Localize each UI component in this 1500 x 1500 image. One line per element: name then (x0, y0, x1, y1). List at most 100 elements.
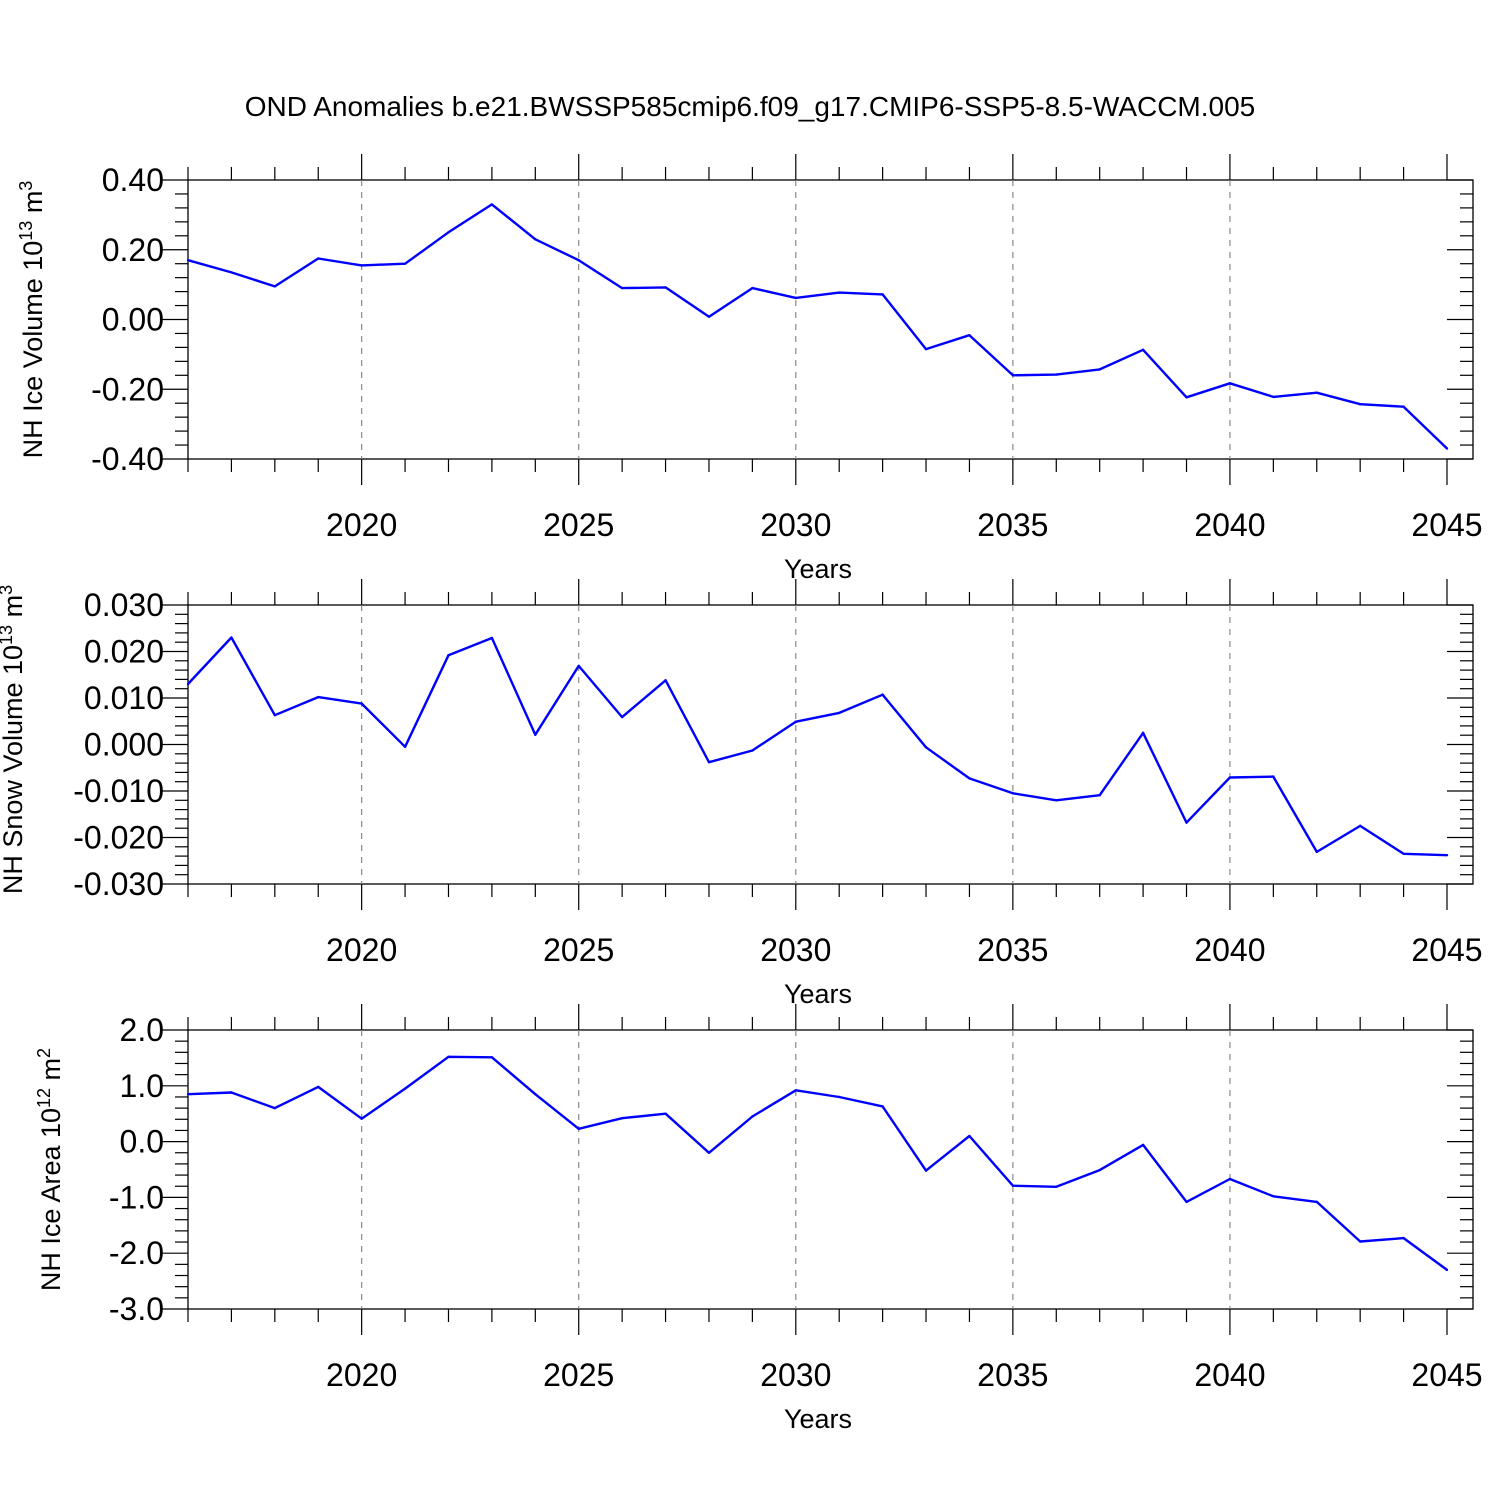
data-point (273, 1106, 277, 1110)
data-point (968, 777, 971, 780)
y-tick-label: 0.20 (102, 232, 164, 268)
y-tick-label: 0.030 (84, 587, 164, 623)
x-tick-label: 2025 (543, 1357, 614, 1393)
data-point (838, 711, 841, 715)
x-tick-label: 2040 (1194, 1357, 1265, 1393)
x-axis-title: Years (784, 554, 852, 584)
data-point (1445, 1268, 1449, 1272)
y-tick-label: 0.010 (84, 680, 164, 716)
data-point (881, 293, 884, 296)
data-point (664, 1112, 667, 1115)
data-point (1141, 1143, 1145, 1147)
data-point (1011, 374, 1015, 377)
figure-title: OND Anomalies b.e21.BWSSP585cmip6.f09_g1… (245, 91, 1256, 122)
data-point (1272, 395, 1275, 399)
data-point (794, 720, 797, 723)
data-point (1055, 799, 1058, 802)
y-tick-label: 2.0 (120, 1012, 164, 1048)
data-point (403, 745, 407, 749)
data-point (1185, 396, 1188, 399)
data-point (881, 1105, 884, 1108)
data-point (1098, 1168, 1101, 1172)
y-tick-label: 0.0 (120, 1124, 164, 1160)
data-point (273, 714, 277, 717)
y-axis-title: NH Ice Area 1012 m2 (34, 1048, 66, 1291)
y-tick-label: -1.0 (109, 1179, 164, 1215)
x-tick-label: 2045 (1411, 932, 1482, 968)
data-point (273, 285, 277, 288)
data-point (1315, 850, 1318, 854)
y-axis-title-superscript: 13 (16, 221, 36, 241)
x-tick-label: 2040 (1194, 932, 1265, 968)
x-tick-label: 2045 (1411, 1357, 1482, 1393)
data-point (838, 291, 841, 294)
data-point (1358, 1240, 1362, 1243)
y-tick-label: 0.020 (84, 634, 164, 670)
data-point (1272, 775, 1275, 778)
data-point (230, 271, 233, 274)
data-point (447, 231, 450, 234)
y-axis-title-superscript: 2 (34, 1048, 54, 1058)
y-tick-label: 0.00 (102, 302, 164, 338)
x-tick-label: 2020 (326, 932, 397, 968)
y-tick-label: 0.40 (102, 162, 164, 198)
data-point (1402, 852, 1405, 855)
data-point (707, 315, 711, 318)
data-point (1228, 1177, 1232, 1181)
data-point (1055, 1185, 1058, 1188)
x-tick-label: 2045 (1411, 507, 1482, 543)
y-tick-label: -0.020 (73, 820, 164, 856)
y-axis-title-superscript: 3 (0, 585, 16, 595)
y-tick-label: -0.40 (91, 441, 164, 477)
data-point (1011, 792, 1015, 795)
data-point (664, 286, 667, 289)
x-axis-title: Years (784, 979, 852, 1009)
x-axis-title: Years (784, 1404, 852, 1434)
data-point (924, 746, 928, 749)
data-point (1445, 853, 1449, 857)
data-point (664, 679, 667, 682)
chart-panel-2: 0.030 0.020 0.010 0.000 -0.010 -0.020 -0.030 20… (0, 579, 1483, 1009)
data-point (1141, 348, 1145, 352)
x-tick-label: 2035 (977, 932, 1048, 968)
data-point (317, 257, 320, 260)
data-point (447, 1055, 450, 1058)
data-point (751, 286, 754, 290)
data-point (968, 1134, 971, 1138)
data-point (490, 636, 494, 640)
data-point (1098, 368, 1101, 371)
data-point (360, 1117, 363, 1120)
y-axis-title-text: m (18, 191, 48, 221)
data-point (1358, 824, 1362, 828)
y-tick-label: -3.0 (109, 1291, 164, 1327)
data-point (534, 1092, 537, 1096)
data-point (1358, 403, 1362, 406)
data-point (490, 1056, 494, 1059)
data-point (317, 1085, 320, 1089)
y-axis-title-text: NH Snow Volume 10 (0, 645, 28, 894)
data-point (707, 1151, 711, 1154)
y-axis-title-text: NH Ice Volume 10 (18, 241, 48, 459)
x-tick-label: 2020 (326, 1357, 397, 1393)
data-point (707, 760, 711, 764)
data-series-line (187, 1055, 1448, 1271)
y-tick-label: -0.010 (73, 773, 164, 809)
data-point (1011, 1184, 1015, 1187)
data-point (1228, 382, 1232, 385)
data-point (751, 749, 754, 752)
y-axis-title-text: NH Ice Area 10 (36, 1108, 66, 1291)
data-point (360, 264, 363, 267)
data-point (230, 636, 233, 639)
data-point (403, 262, 407, 265)
data-point (230, 1091, 233, 1094)
data-point (620, 715, 624, 719)
x-tick-label: 2030 (760, 932, 831, 968)
data-point (577, 1127, 580, 1130)
y-tick-label: 1.0 (120, 1068, 164, 1104)
x-tick-label: 2030 (760, 1357, 831, 1393)
data-point (1141, 731, 1145, 735)
data-point (403, 1087, 407, 1090)
plot-frame (187, 1029, 1474, 1310)
data-series-line (187, 203, 1448, 450)
